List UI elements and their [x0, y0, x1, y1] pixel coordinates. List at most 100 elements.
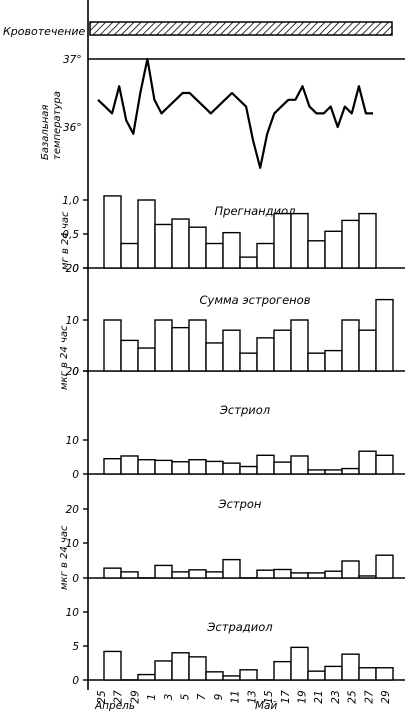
- bar: [171, 218, 190, 269]
- temperature-panel: 37° 36° Базальная температура: [40, 0, 405, 690]
- x-tick-label: 21: [313, 690, 325, 703]
- bar: [239, 669, 258, 681]
- x-tick-label: 29: [129, 690, 141, 704]
- bar: [188, 656, 207, 681]
- bar: [324, 230, 343, 269]
- bar: [307, 469, 326, 475]
- bar: [120, 242, 139, 269]
- bleeding-label: Кровотечение: [3, 25, 86, 38]
- temperature-tick-36: 36°: [63, 122, 82, 134]
- panel-ylabel: мкг в 24 час: [59, 325, 70, 390]
- bar: [188, 319, 207, 372]
- panel-title: Сумма эстрогенов: [199, 293, 310, 307]
- bar: [137, 347, 156, 372]
- bars: [103, 195, 377, 269]
- bar: [137, 199, 156, 269]
- bar: [290, 212, 309, 269]
- x-tick-label: 27: [113, 690, 125, 704]
- bars: [103, 554, 394, 579]
- panel-title: Эстрон: [218, 497, 262, 511]
- panel-ylabel: мг в 24 час: [60, 211, 71, 270]
- bar: [103, 567, 122, 579]
- bar: [358, 667, 377, 681]
- bar: [137, 459, 156, 475]
- bar: [290, 455, 309, 475]
- bar: [324, 349, 343, 372]
- y-tick-label: 0: [72, 675, 79, 687]
- bleeding-row: Кровотечение: [3, 21, 393, 38]
- bar: [171, 326, 190, 372]
- bar: [256, 569, 275, 579]
- x-tick-label: 17: [280, 690, 292, 704]
- bar: [154, 660, 173, 681]
- bar: [103, 319, 122, 372]
- y-tick-label: 1,0: [62, 195, 79, 207]
- y-tick-label: 0: [72, 573, 79, 585]
- bar: [188, 569, 207, 579]
- y-tick-label: 20: [66, 263, 80, 275]
- y-tick-label: 20: [66, 366, 80, 378]
- bar: [324, 570, 343, 579]
- panel-4: 20 10 0 Эстрон мкг в 24 час: [59, 497, 405, 590]
- bar: [375, 454, 394, 475]
- bars: [103, 450, 394, 475]
- panel-2: 20 10 0 Сумма эстрогенов мкг в 24 час: [59, 263, 405, 390]
- x-tick-label: 27: [363, 690, 375, 704]
- bar: [307, 240, 326, 269]
- bar: [256, 242, 275, 269]
- bar: [205, 571, 224, 579]
- bar: [358, 329, 377, 372]
- x-tick-label: 25: [347, 690, 359, 704]
- bar: [103, 458, 122, 475]
- bar: [307, 572, 326, 579]
- bar: [273, 568, 292, 579]
- bar: [222, 231, 241, 269]
- y-tick-label: 10: [66, 607, 80, 619]
- temperature-line: [97, 57, 373, 169]
- bar: [154, 223, 173, 269]
- x-tick-label: 19: [296, 690, 308, 704]
- x-tick-label: 13: [246, 690, 258, 703]
- bar: [188, 459, 207, 475]
- bar: [171, 461, 190, 475]
- bar: [341, 560, 360, 579]
- x-tick-label: 5: [180, 693, 192, 700]
- bar: [239, 352, 258, 372]
- x-tick-label: 1: [146, 694, 158, 701]
- bar: [239, 256, 258, 269]
- bar: [137, 673, 156, 681]
- bar: [324, 665, 343, 681]
- bar: [239, 465, 258, 475]
- panel-3: 20 10 0 Эстриол: [66, 366, 405, 481]
- month-label-may: Май: [255, 700, 277, 712]
- bar: [290, 572, 309, 579]
- bar: [341, 319, 360, 372]
- bar: [341, 219, 360, 269]
- bar: [375, 298, 394, 372]
- x-tick-label: 3: [163, 694, 175, 701]
- temperature-ylabel: Базальная температура: [40, 91, 63, 160]
- bar: [358, 575, 377, 579]
- panel-title: Эстрадиол: [206, 620, 273, 634]
- bar: [222, 462, 241, 475]
- y-tick-label: 0: [72, 366, 79, 378]
- x-tick-label: 29: [380, 690, 392, 704]
- bar: [358, 212, 377, 269]
- bars: [103, 298, 394, 372]
- bar: [290, 646, 309, 681]
- bar: [273, 461, 292, 475]
- bar: [205, 342, 224, 372]
- x-tick-label: 15: [263, 690, 275, 704]
- bar: [103, 650, 122, 681]
- bar: [188, 226, 207, 269]
- panel-title: Эстриол: [219, 403, 271, 417]
- bar: [154, 564, 173, 579]
- x-tick-label: 25: [96, 690, 108, 704]
- bar: [273, 212, 292, 269]
- y-tick-label: 5: [72, 641, 79, 653]
- bar: [290, 319, 309, 372]
- temperature-ylabel-line1: Базальная: [40, 105, 51, 160]
- y-tick-label: 0: [72, 263, 79, 275]
